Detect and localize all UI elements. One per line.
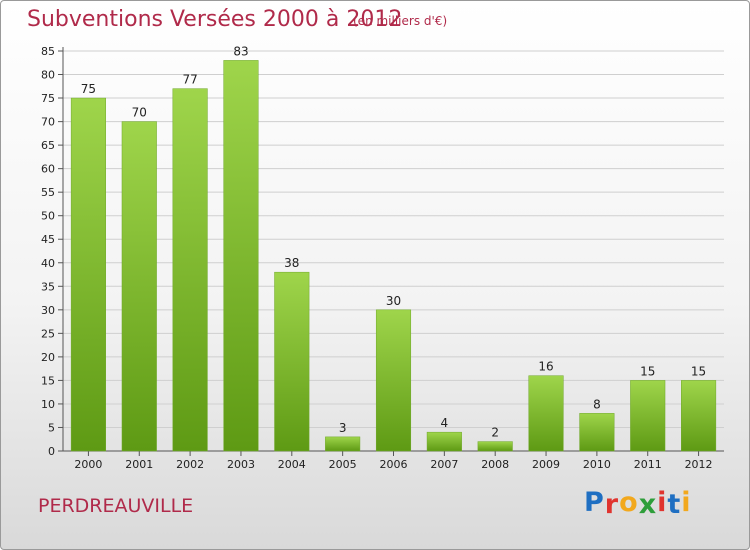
y-tick-label: 65	[41, 139, 55, 152]
y-tick-labels: 0 5 10 15 20 25 30 35 40 45 50 55 60 65 70 75 80 85	[41, 45, 55, 458]
bar-2011	[630, 380, 666, 452]
logo-letter: x	[638, 489, 658, 520]
y-tick-label: 35	[41, 280, 55, 293]
y-tick-label: 60	[41, 163, 55, 176]
value-label-2009: 16	[538, 360, 553, 374]
bar-2009	[528, 375, 564, 452]
x-tick-label-2003: 2003	[227, 458, 255, 471]
y-tick-label: 40	[41, 257, 55, 270]
x-tick-label-2001: 2001	[125, 458, 153, 471]
x-tick-label-2000: 2000	[74, 458, 102, 471]
logo-letter: r	[604, 489, 620, 520]
bar-2000	[70, 97, 106, 452]
bars	[70, 60, 717, 452]
x-tick-label-2004: 2004	[278, 458, 306, 471]
y-tick-label: 30	[41, 304, 55, 317]
value-label-2008: 2	[491, 426, 499, 440]
value-label-2004: 38	[284, 256, 299, 270]
chart-unit-subtitle: (en milliers d'€)	[353, 14, 448, 28]
value-label-2010: 8	[593, 397, 601, 411]
logo-letter: o	[619, 487, 639, 518]
chart-title: Subventions Versées 2000 à 2012	[27, 7, 403, 32]
value-label-2001: 70	[132, 106, 147, 120]
y-tick-label: 0	[48, 445, 55, 458]
y-tick-label: 15	[41, 374, 55, 387]
y-tick-label: 45	[41, 233, 55, 246]
proxiti-logo: Proxiti	[584, 487, 692, 520]
value-label-2000: 75	[81, 82, 96, 96]
y-tick-label: 55	[41, 186, 55, 199]
bar-2002	[172, 88, 208, 452]
y-tick-label: 5	[48, 421, 55, 434]
x-tick-label-2010: 2010	[583, 458, 611, 471]
bar-2004	[274, 271, 310, 452]
x-tick-label-2011: 2011	[634, 458, 662, 471]
value-label-2006: 30	[386, 294, 401, 308]
bar-2001	[121, 121, 157, 452]
y-tick-label: 75	[41, 92, 55, 105]
y-tick-label: 25	[41, 327, 55, 340]
value-label-2003: 83	[233, 44, 248, 58]
value-label-2002: 77	[182, 73, 197, 87]
x-tick-label-2002: 2002	[176, 458, 204, 471]
bar-2005	[325, 436, 361, 452]
y-tick-label: 80	[41, 69, 55, 82]
value-label-2011: 15	[640, 364, 655, 378]
value-labels: 75 70 77 83 38 3 30 4 2 16 8 15 15	[81, 44, 706, 439]
value-label-2005: 3	[339, 421, 347, 435]
x-tick-label-2009: 2009	[532, 458, 560, 471]
x-tick-label-2006: 2006	[380, 458, 408, 471]
x-tick-label-2012: 2012	[685, 458, 713, 471]
bar-2003	[223, 60, 259, 452]
bar-2012	[681, 380, 717, 452]
y-tick-label: 50	[41, 210, 55, 223]
y-tick-label: 85	[41, 45, 55, 58]
x-tick-labels: 2000 2001 2002 2003 2004 2005 2006 2007 2008 2009…	[74, 458, 712, 471]
logo-letter: i	[657, 487, 668, 518]
logo-letter: t	[667, 489, 682, 520]
x-tick-label-2005: 2005	[329, 458, 357, 471]
bar-2007	[426, 431, 462, 452]
y-tick-label: 70	[41, 116, 55, 129]
commune-name: PERDREAUVILLE	[38, 495, 194, 517]
value-label-2012: 15	[691, 364, 706, 378]
logo-letter: P	[584, 487, 605, 518]
y-tick-label: 10	[41, 398, 55, 411]
value-label-2007: 4	[441, 416, 449, 430]
x-tick-label-2007: 2007	[430, 458, 458, 471]
x-tick-label-2008: 2008	[481, 458, 509, 471]
bar-2010	[579, 413, 615, 452]
bar-2006	[375, 309, 412, 452]
bar-2008	[477, 441, 513, 452]
logo-letter: i	[681, 487, 692, 518]
y-tick-label: 20	[41, 351, 55, 364]
